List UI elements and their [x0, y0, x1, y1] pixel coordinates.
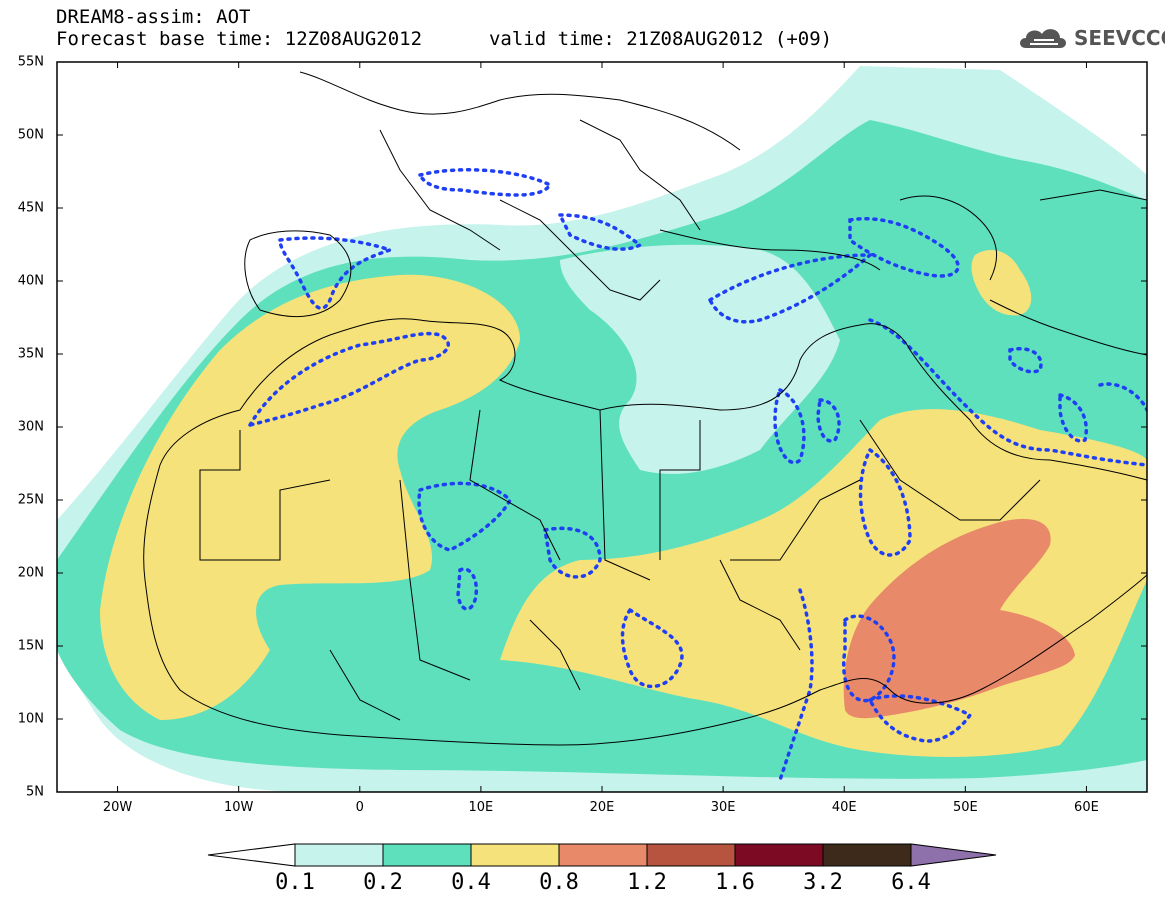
- colorbar-swatch: [558, 843, 648, 867]
- colorbar-label: 6.4: [891, 870, 931, 895]
- colorbar-label: 0.4: [451, 870, 491, 895]
- lat-label: 15N: [17, 638, 44, 654]
- colorbar-label: 1.2: [627, 870, 667, 895]
- map-layers: [57, 62, 1147, 792]
- aot-band-0-4-west: [100, 274, 520, 720]
- colorbar-label: 0.8: [539, 870, 579, 895]
- axis-ticks: [57, 61, 1147, 793]
- lon-label: 10E: [468, 800, 494, 815]
- aot-band-0-4-caspian: [971, 250, 1032, 316]
- lat-label: 50N: [17, 127, 44, 143]
- lon-label: 30E: [710, 800, 736, 815]
- lat-label: 35N: [17, 346, 44, 362]
- logo-text: SEEVCCC: [1074, 26, 1165, 50]
- lon-label: 40E: [831, 800, 857, 815]
- country-borders: [143, 71, 1147, 746]
- colorbar-swatch: [470, 843, 560, 867]
- lat-label: 20N: [17, 565, 44, 581]
- valid-time: valid time: 21Z08AUG2012 (+09): [488, 28, 833, 50]
- colorbar-label: 0.2: [363, 870, 403, 895]
- colorbar-label: 0.1: [275, 870, 315, 895]
- colorbar-swatch: [382, 843, 472, 867]
- map-header: DREAM8-assim: AOT Forecast base time: 12…: [56, 6, 832, 50]
- lat-label: 5N: [26, 784, 44, 800]
- colorbar-swatch: [294, 843, 384, 867]
- lat-label: 30N: [17, 419, 44, 435]
- lat-label: 25N: [17, 492, 44, 508]
- colorbar-label: 1.6: [715, 870, 755, 895]
- colorbar-swatch: [734, 843, 824, 867]
- colorbar: [207, 843, 997, 867]
- map-title: DREAM8-assim: AOT: [56, 6, 251, 28]
- forecast-base-time: Forecast base time: 12Z08AUG2012: [56, 28, 423, 50]
- lat-label: 40N: [17, 273, 44, 289]
- aot-light-east-med: [560, 244, 840, 474]
- colorbar-labels: 0.1 0.2 0.4 0.8 1.2 1.6 3.2 6.4: [0, 870, 1165, 898]
- colorbar-label: 3.2: [803, 870, 843, 895]
- lon-label: 20W: [102, 800, 133, 815]
- lat-label: 10N: [17, 711, 44, 727]
- lat-label: 45N: [17, 200, 44, 216]
- lat-label: 55N: [17, 54, 44, 70]
- lon-label: 20E: [589, 800, 615, 815]
- colorbar-swatch: [822, 843, 912, 867]
- colorbar-right-arrow: [910, 843, 997, 867]
- lon-label: 0: [355, 800, 364, 815]
- lon-label: 50E: [952, 800, 978, 815]
- lon-label: 10W: [223, 800, 254, 815]
- lon-label: 60E: [1074, 800, 1099, 815]
- time-row: Forecast base time: 12Z08AUG2012 valid t…: [56, 28, 832, 50]
- colorbar-left-arrow: [207, 843, 296, 867]
- cloud-icon: [1020, 29, 1066, 48]
- seevccc-logo: SEEVCCC: [1016, 22, 1165, 54]
- colorbar-swatch: [646, 843, 736, 867]
- dotted-contours: [246, 168, 1147, 782]
